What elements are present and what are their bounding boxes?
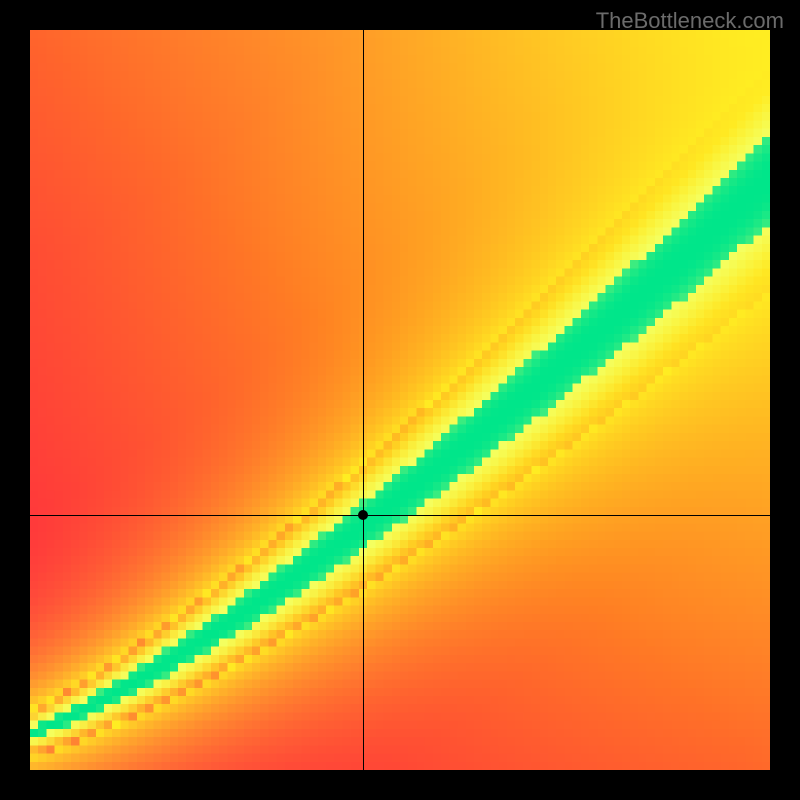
crosshair-vertical: [363, 30, 364, 770]
watermark-text: TheBottleneck.com: [596, 8, 784, 34]
crosshair-horizontal: [30, 515, 770, 516]
plot-area: [30, 30, 770, 770]
crosshair-point: [358, 510, 368, 520]
chart-container: TheBottleneck.com: [0, 0, 800, 800]
heatmap-canvas: [30, 30, 770, 770]
